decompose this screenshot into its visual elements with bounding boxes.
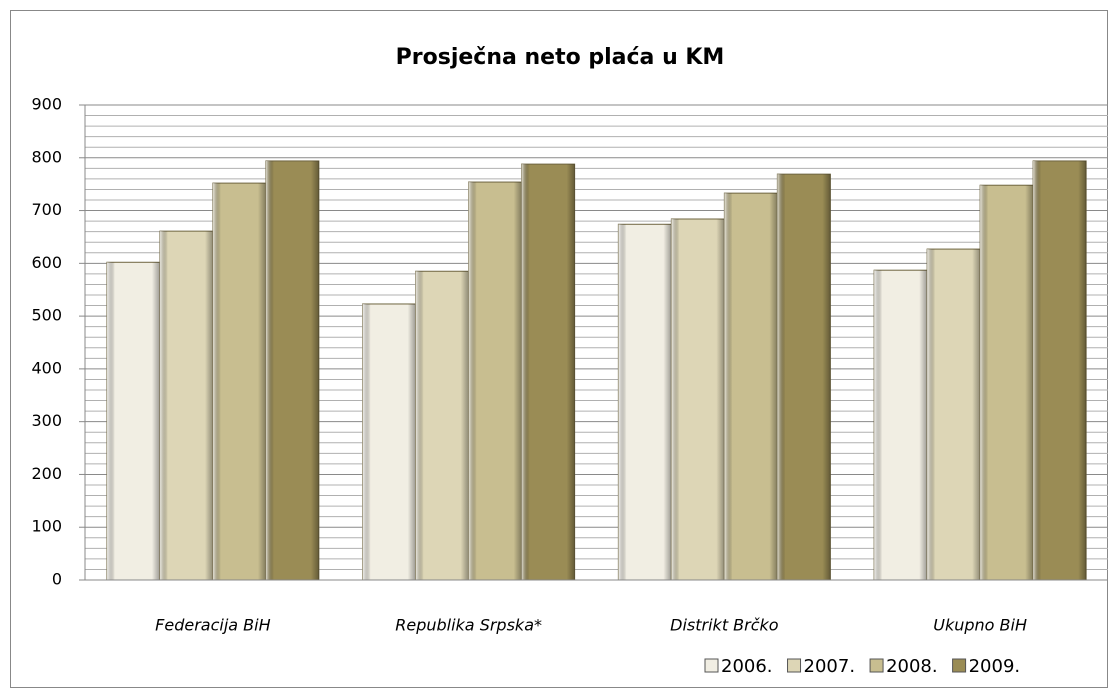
bar: [873, 269, 928, 581]
bar: [362, 303, 417, 581]
bar: [415, 270, 470, 581]
x-tick-label: Federacija BiH: [155, 616, 270, 635]
y-tick-label: 900: [31, 95, 62, 114]
y-tick-label: 300: [31, 411, 62, 430]
bar: [617, 223, 672, 581]
legend-label: 2008.: [886, 656, 938, 677]
legend-swatch: [704, 658, 719, 673]
legend-label: 2006.: [721, 656, 773, 677]
x-tick-label: Ukupno BiH: [933, 616, 1027, 635]
bar: [106, 261, 161, 581]
bar: [723, 192, 778, 581]
chart-title: Prosječna neto plaća u KM: [396, 45, 725, 70]
y-tick-label: 0: [52, 570, 62, 589]
legend-label: 2007.: [804, 656, 856, 677]
bar: [212, 182, 267, 581]
y-tick-label: 500: [31, 306, 62, 325]
y-tick-label: 800: [31, 147, 62, 166]
legend-swatch: [787, 658, 802, 673]
bar: [265, 160, 320, 581]
legend-label: 2009.: [969, 656, 1021, 677]
y-tick-label: 100: [31, 517, 62, 536]
legend-swatch: [952, 658, 967, 673]
bar: [926, 248, 981, 581]
bar: [468, 181, 523, 581]
legend-swatch: [869, 658, 884, 673]
y-tick-label: 200: [31, 464, 62, 483]
bar: [776, 173, 831, 581]
y-tick-label: 700: [31, 200, 62, 219]
bar: [521, 163, 576, 581]
bar: [159, 230, 214, 581]
x-tick-label: Republika Srpska*: [395, 616, 542, 635]
bar: [979, 184, 1034, 581]
y-tick-label: 600: [31, 253, 62, 272]
x-tick-label: Distrikt Brčko: [670, 616, 779, 635]
y-tick-label: 400: [31, 358, 62, 377]
bar: [670, 218, 725, 581]
bar: [1032, 160, 1087, 581]
